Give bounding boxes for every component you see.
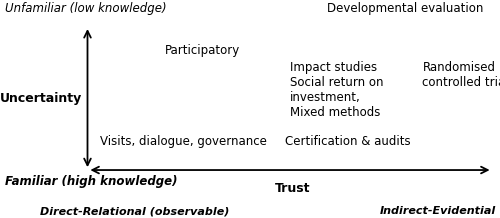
Text: Certification & audits: Certification & audits (285, 135, 410, 148)
Text: Visits, dialogue, governance: Visits, dialogue, governance (100, 135, 267, 148)
Text: Randomised
controlled trials: Randomised controlled trials (422, 61, 500, 89)
Text: Participatory: Participatory (165, 44, 240, 57)
Text: Impact studies
Social return on
investment,
Mixed methods: Impact studies Social return on investme… (290, 61, 384, 119)
Text: Indirect-Evidential
(analytical): Indirect-Evidential (analytical) (380, 206, 496, 218)
Text: Uncertainty: Uncertainty (0, 92, 82, 105)
Text: Direct-Relational (observable): Direct-Relational (observable) (40, 206, 230, 216)
Text: Developmental evaluation: Developmental evaluation (327, 2, 483, 15)
Text: Trust: Trust (275, 182, 310, 195)
Text: Familiar (high knowledge): Familiar (high knowledge) (5, 175, 178, 189)
Text: Unfamiliar (low knowledge): Unfamiliar (low knowledge) (5, 2, 166, 15)
